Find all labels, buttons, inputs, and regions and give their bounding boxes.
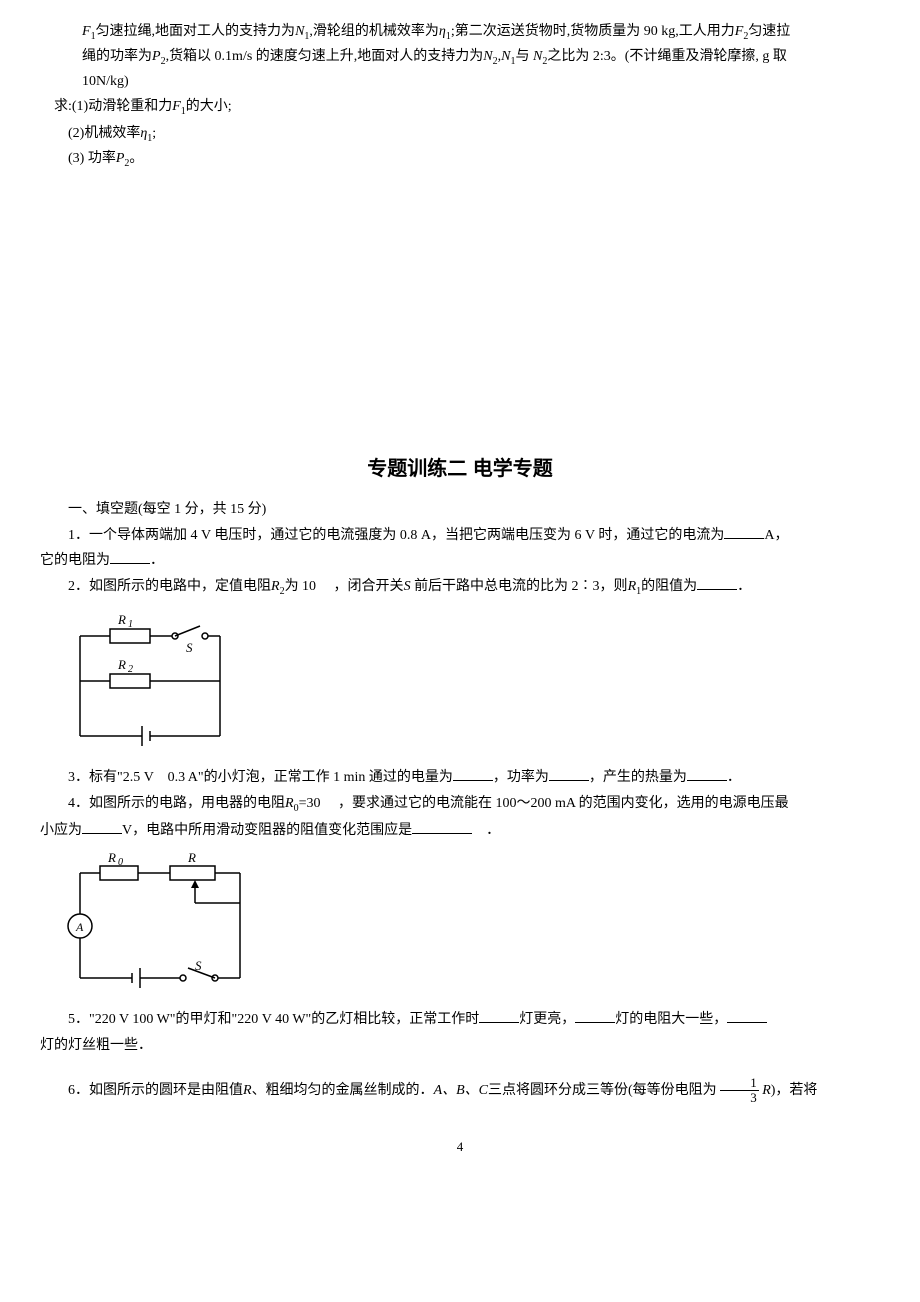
svg-text:R: R — [117, 612, 126, 627]
blank — [724, 524, 764, 539]
problem-top-line2: 绳的功率为P2,货箱以 0.1m/s 的速度匀速上升,地面对人的支持力为N2,N… — [82, 45, 880, 70]
page-number: 4 — [40, 1136, 880, 1158]
q6: 6．如图所示的圆环是由阻值R、粗细均匀的金属丝制成的．A、B、C三点将圆环分成三… — [40, 1076, 880, 1106]
blank — [549, 766, 589, 781]
q1-line2: 它的电阻为． — [40, 549, 880, 573]
blank — [82, 819, 122, 834]
blank — [687, 766, 727, 781]
svg-text:1: 1 — [128, 619, 133, 630]
blank — [453, 766, 493, 781]
q1-line1: 1．一个导体两端加 4 V 电压时，通过它的电流强度为 0.8 A，当把它两端电… — [40, 524, 880, 548]
svg-text:S: S — [195, 958, 202, 973]
circuit-diagram-1: R1 R2 S — [60, 606, 240, 756]
q4-line1: 4．如图所示的电路，用电器的电阻R0=30 ，要求通过它的电流能在 100～20… — [40, 792, 880, 817]
q4-line2: 小应为V，电路中所用滑动变阻器的阻值变化范围应是 ． — [40, 819, 880, 843]
question-2: (2)机械效率η1; — [68, 122, 880, 147]
q2-line1: 2．如图所示的电路中，定值电阻R2为 10 ，闭合开关S 前后干路中总电流的比为… — [40, 575, 880, 600]
blank — [110, 549, 150, 564]
svg-text:2: 2 — [128, 664, 133, 675]
section1-header: 一、填空题(每空 1 分，共 15 分) — [40, 498, 880, 522]
blank — [479, 1008, 519, 1023]
var-f1: F — [82, 24, 91, 39]
problem-top-line3: 10N/kg) — [82, 70, 880, 94]
blank — [575, 1008, 615, 1023]
section-title: 专题训练二 电学专题 — [40, 452, 880, 486]
svg-text:0: 0 — [118, 857, 123, 868]
svg-text:S: S — [186, 640, 193, 655]
blank — [697, 575, 737, 590]
blank — [412, 819, 472, 834]
q5-line1: 5．"220 V 100 W"的甲灯和"220 V 40 W"的乙灯相比较，正常… — [40, 1008, 880, 1032]
q5-line2: 灯的灯丝粗一些． — [40, 1034, 880, 1058]
problem-top-line1: F1匀速拉绳,地面对工人的支持力为N1,滑轮组的机械效率为η1;第二次运送货物时… — [82, 20, 880, 45]
svg-text:R: R — [107, 850, 116, 865]
svg-text:A: A — [75, 920, 84, 934]
question-3: (3) 功率P2。 — [68, 147, 880, 172]
circuit-diagram-2: R0 R A S — [60, 848, 260, 998]
blank — [727, 1008, 767, 1023]
svg-text:R: R — [187, 850, 196, 865]
q3: 3．标有"2.5 V 0.3 A"的小灯泡，正常工作 1 min 通过的电量为，… — [40, 766, 880, 790]
svg-text:R: R — [117, 657, 126, 672]
question-prefix: 求:(1)动滑轮重和力F1的大小; — [54, 95, 880, 120]
fraction-one-third: 13 — [720, 1076, 759, 1106]
